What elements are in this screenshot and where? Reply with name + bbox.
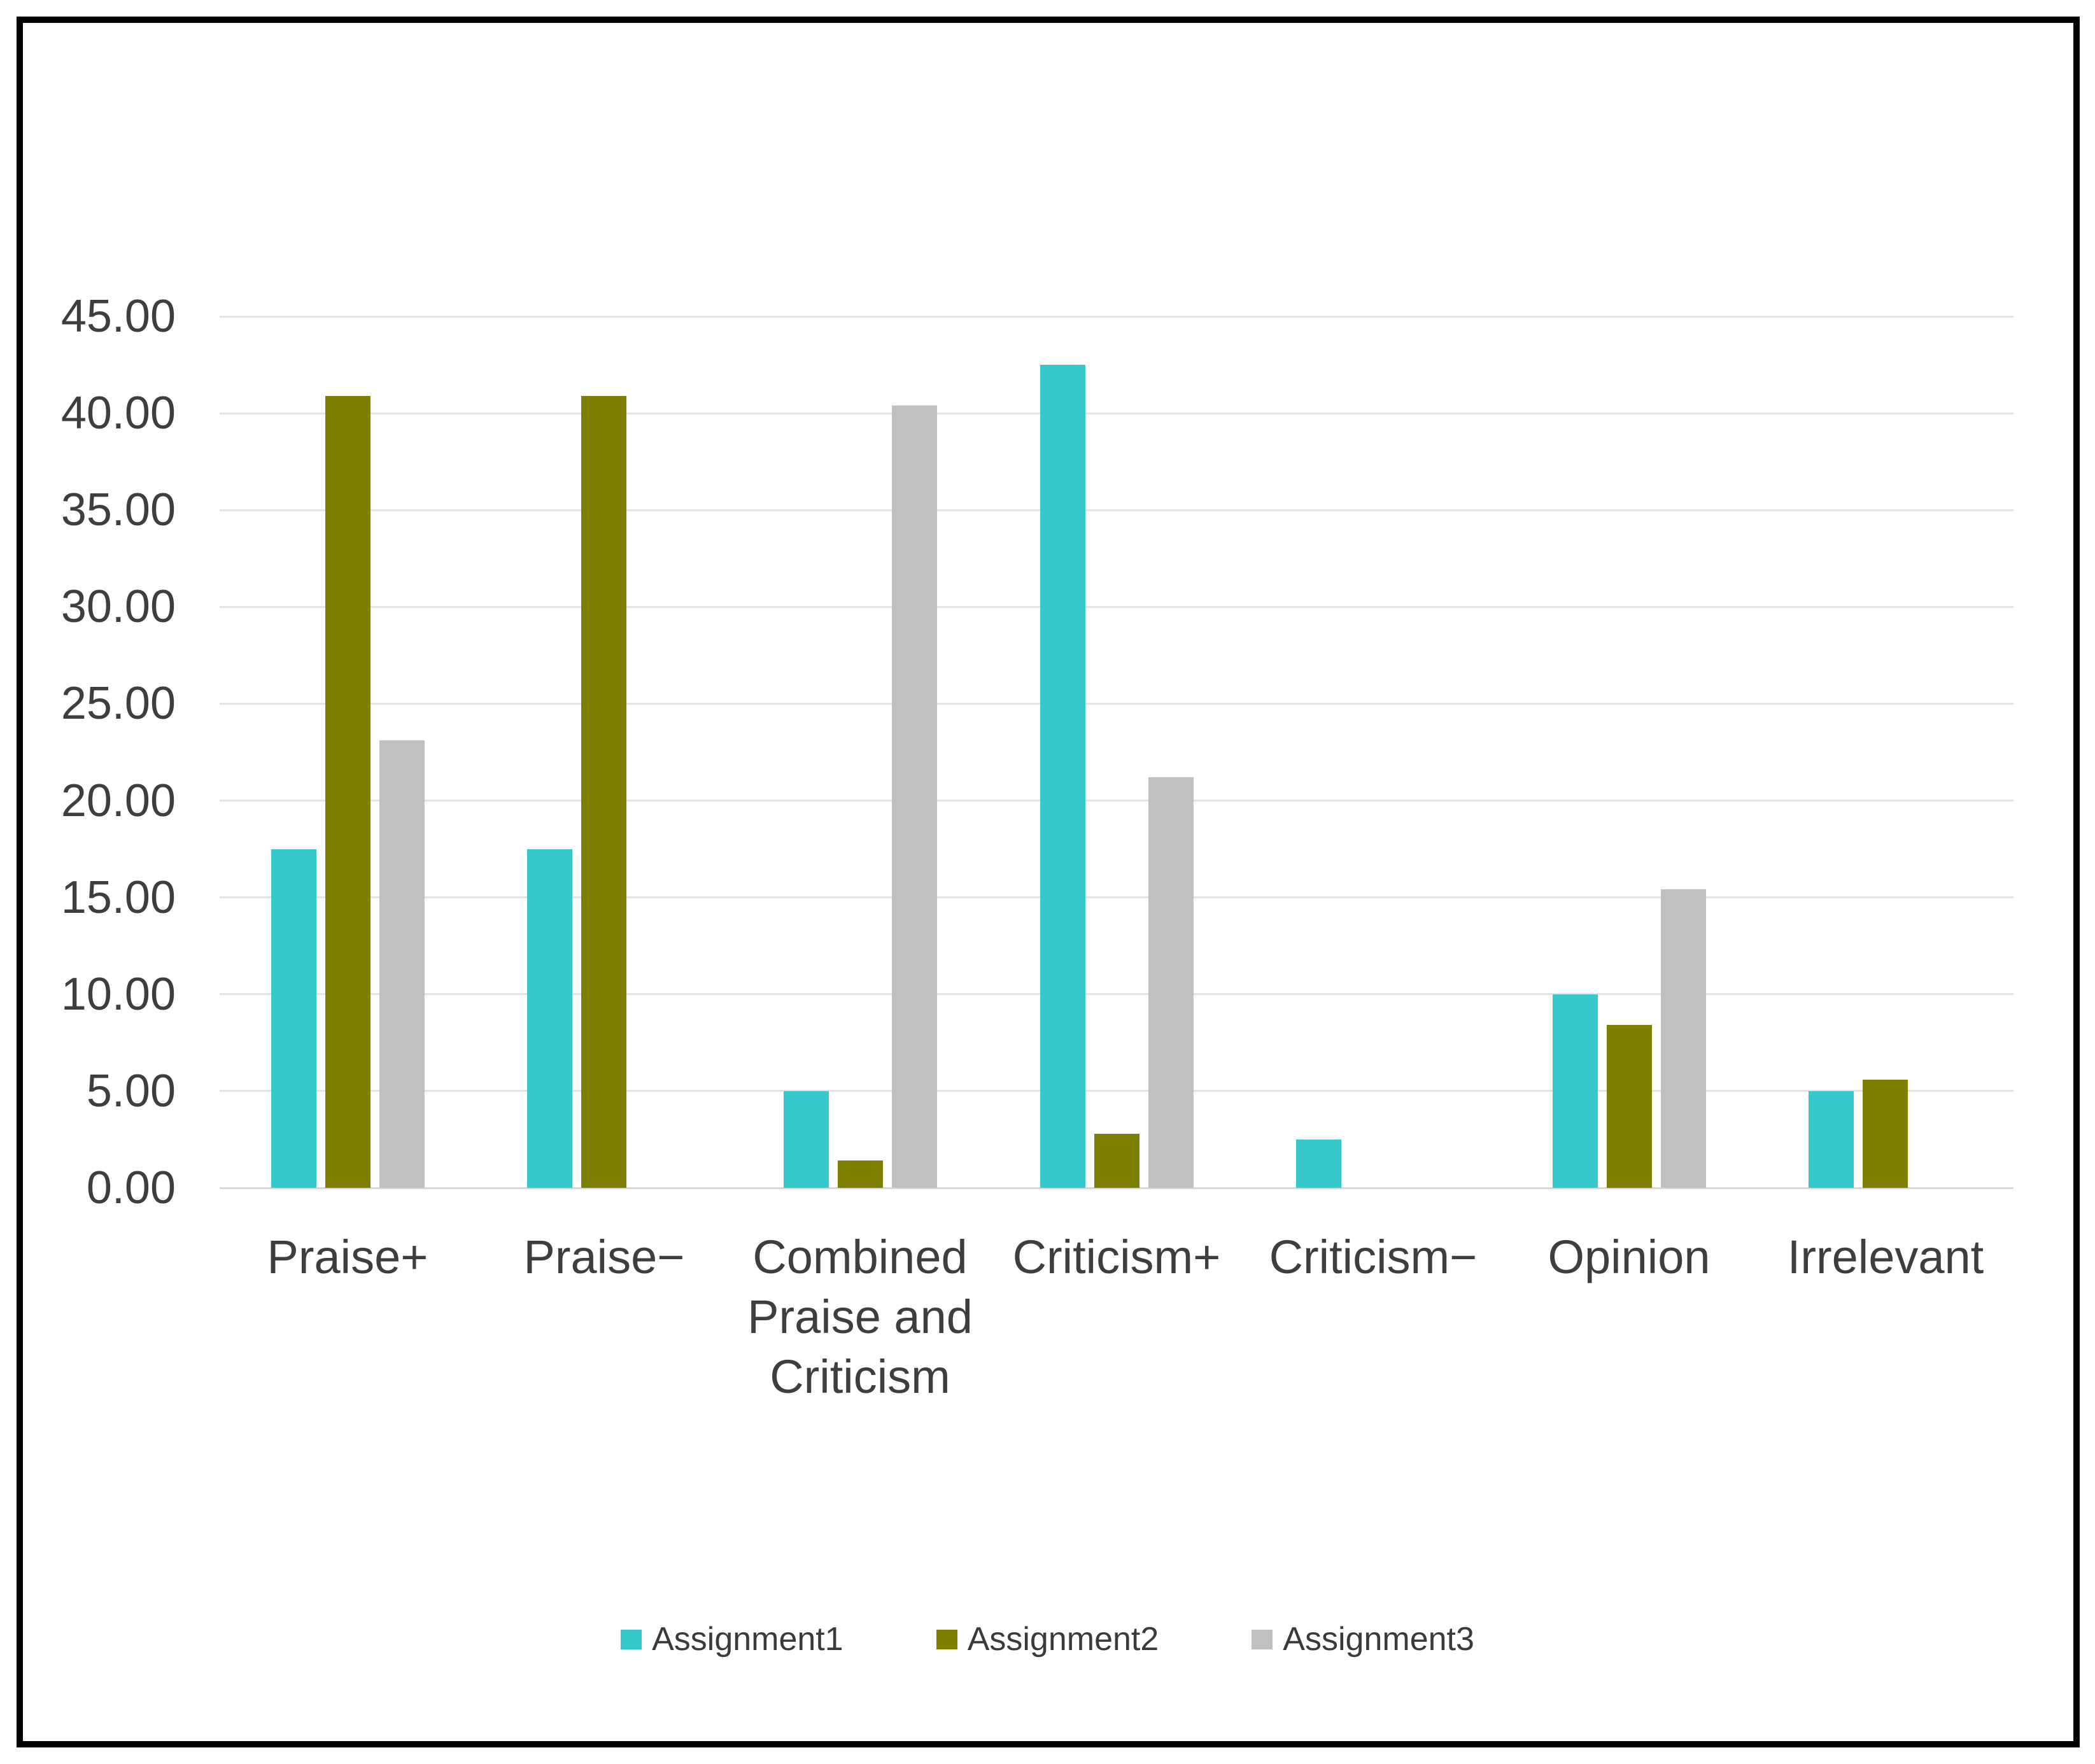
gridline-35 [220, 509, 2014, 511]
plot-area [220, 315, 2014, 1189]
y-tick-label-40.00: 40.00 [60, 388, 176, 439]
bar-assignment3-criticism [1148, 777, 1194, 1188]
y-tick-label-20.00: 20.00 [60, 775, 176, 826]
gridline-10 [220, 993, 2014, 996]
x-category-label-criticism: Criticism+ [1012, 1231, 1221, 1283]
legend-item-assignment1: Assignment1 [621, 1618, 843, 1660]
bar-assignment1-praise [271, 849, 316, 1188]
legend-label-assignment2: Assignment2 [967, 1621, 1159, 1658]
legend-label-assignment3: Assignment3 [1283, 1621, 1474, 1658]
legend-marker-icon-assignment3 [1252, 1629, 1273, 1649]
bar-assignment1-praise [527, 849, 572, 1188]
x-category-label-praise: Praise− [523, 1231, 685, 1283]
gridline-20 [220, 800, 2014, 802]
legend-label-assignment1: Assignment1 [652, 1621, 843, 1658]
legend: Assignment1 Assignment2 Assignment3 [0, 1618, 2095, 1660]
bar-assignment2-praise [581, 396, 626, 1188]
bar-assignment1-criticism [1296, 1140, 1341, 1188]
y-tick-label-35.00: 35.00 [60, 484, 176, 536]
y-tick-label-15.00: 15.00 [60, 871, 176, 923]
y-tick-label-5.00: 5.00 [86, 1065, 176, 1117]
x-category-label-praise: Praise+ [267, 1231, 428, 1283]
gridline-5 [220, 1090, 2014, 1092]
y-tick-label-10.00: 10.00 [60, 968, 176, 1020]
bar-assignment2-opinion [1607, 1025, 1652, 1188]
x-category-label-criticism: Criticism− [1269, 1231, 1478, 1283]
gridline-45 [220, 315, 2014, 318]
bar-assignment2-criticism [1094, 1134, 1139, 1188]
bar-assignment3-praise [379, 740, 425, 1188]
bar-assignment1-combined-praise-and-criticism [784, 1091, 829, 1188]
x-axis-line [220, 1187, 2014, 1189]
legend-marker-icon-assignment1 [621, 1629, 642, 1649]
legend-item-assignment3: Assignment3 [1252, 1618, 1474, 1660]
bar-assignment3-combined-praise-and-criticism [892, 406, 937, 1188]
bar-assignment2-irrelevant [1863, 1080, 1908, 1188]
bar-assignment1-criticism [1040, 365, 1085, 1188]
bar-assignment1-irrelevant [1809, 1091, 1854, 1188]
legend-item-assignment2: Assignment2 [936, 1618, 1159, 1660]
y-tick-label-45.00: 45.00 [60, 291, 176, 342]
x-category-label-combined-praise-and-criticism: Combined Praise and Criticism [747, 1231, 973, 1403]
y-tick-label-0.00: 0.00 [86, 1162, 176, 1213]
gridline-15 [220, 896, 2014, 899]
x-category-label-irrelevant: Irrelevant [1787, 1231, 1984, 1283]
x-category-label-opinion: Opinion [1548, 1231, 1711, 1283]
y-tick-label-30.00: 30.00 [60, 581, 176, 633]
gridline-40 [220, 412, 2014, 414]
bar-assignment1-opinion [1553, 994, 1598, 1188]
gridline-25 [220, 702, 2014, 705]
gridline-30 [220, 605, 2014, 608]
bar-assignment3-opinion [1661, 889, 1706, 1188]
bar-assignment2-combined-praise-and-criticism [838, 1161, 883, 1188]
y-tick-label-25.00: 25.00 [60, 678, 176, 730]
legend-marker-icon-assignment2 [936, 1629, 957, 1649]
bar-assignment2-praise [325, 396, 370, 1188]
